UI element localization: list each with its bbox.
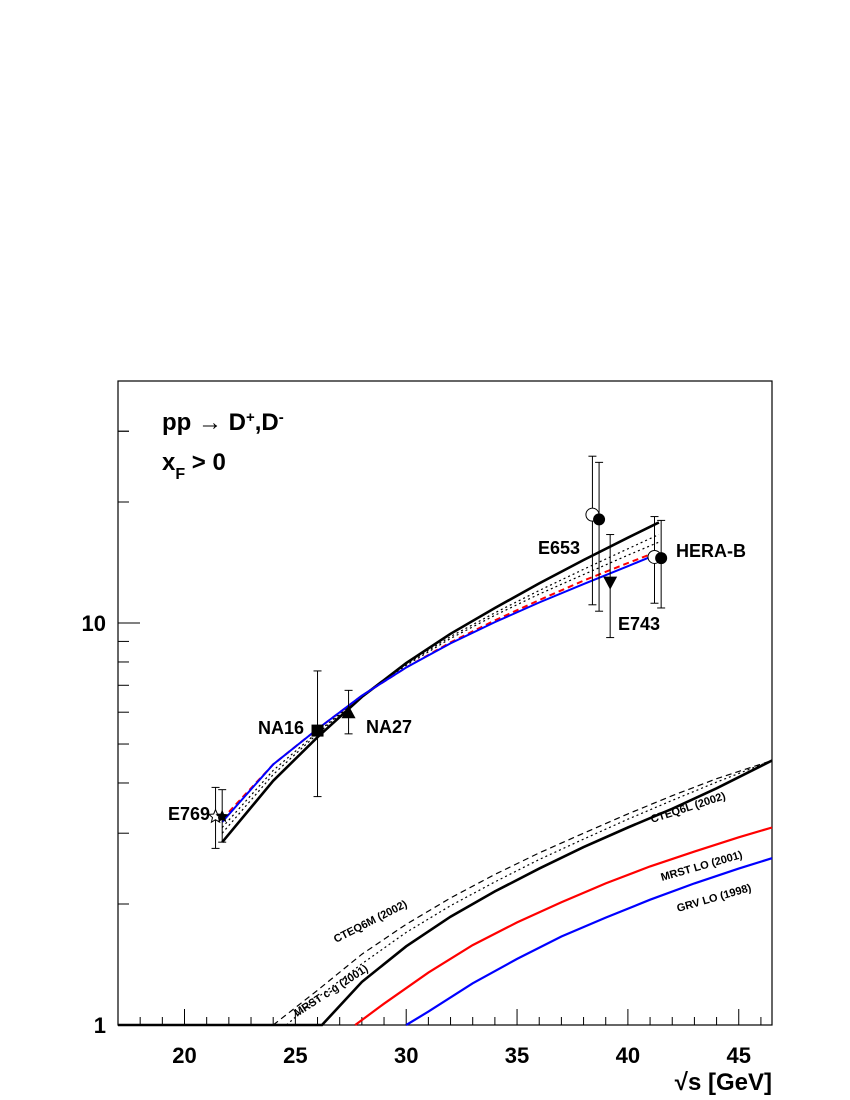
lower-curve-mrst (286, 759, 773, 1026)
plot-frame (117, 380, 773, 1026)
marker-na27 (341, 705, 356, 719)
upper-curve-cteq6l (221, 521, 660, 844)
curve-label-mrst-lo: MRST LO (2001) (660, 849, 745, 884)
cut-x: x (162, 449, 176, 476)
marker-hera-b (655, 552, 668, 565)
label-e743: E743 (618, 614, 660, 634)
title-sup2: - (279, 409, 284, 426)
x-tick-label: 45 (727, 1043, 751, 1068)
x-tick-label: 40 (616, 1043, 640, 1068)
axis-ticks-group: 20 25 30 35 40 45 1 10 (82, 380, 762, 1068)
title-mid: ,D (255, 409, 279, 436)
label-hera-b: HERA-B (676, 541, 746, 561)
chart-title: pp → D+,D- (162, 409, 284, 437)
marker-e769 (215, 809, 229, 823)
lower-curve-cteq6m (272, 759, 773, 1026)
curve-label-mrst-cg: MRST c-g (2001) (292, 963, 371, 1020)
lower-curve-cteq6l (118, 759, 773, 1027)
theory-curves-group (118, 521, 773, 1027)
upper-curve-mrst (221, 550, 660, 820)
label-na27: NA27 (366, 717, 412, 737)
x-tick-label: 25 (283, 1043, 307, 1068)
title-main: pp → D (162, 409, 246, 436)
label-e769: E769 (168, 804, 210, 824)
xf-cut-label: xF > 0 (162, 449, 226, 483)
lower-curve-grv (405, 857, 773, 1026)
plot-frame-group (117, 380, 773, 1026)
cut-sub: F (175, 466, 185, 483)
label-na16: NA16 (258, 718, 304, 738)
x-tick-label: 35 (505, 1043, 529, 1068)
cut-rest: > 0 (185, 449, 226, 476)
x-axis-label: √s [GeV] (675, 1069, 772, 1096)
data-points-group (207, 455, 668, 849)
x-tick-label: 20 (172, 1043, 196, 1068)
y-tick-label: 10 (82, 611, 106, 636)
label-e653: E653 (538, 538, 580, 558)
marker-e743 (603, 576, 618, 590)
x-tick-label: 30 (394, 1043, 418, 1068)
upper-curve-grv (221, 552, 660, 823)
y-tick-label: 1 (94, 1013, 106, 1038)
marker-e653 (593, 513, 606, 526)
lower-curve-mrst (354, 826, 773, 1026)
title-sup: + (246, 409, 255, 426)
upper-curve-cteq6m (221, 541, 660, 828)
marker-na16 (311, 724, 324, 737)
curve-label-cteq6l: CTEQ6L (2002) (649, 790, 727, 826)
